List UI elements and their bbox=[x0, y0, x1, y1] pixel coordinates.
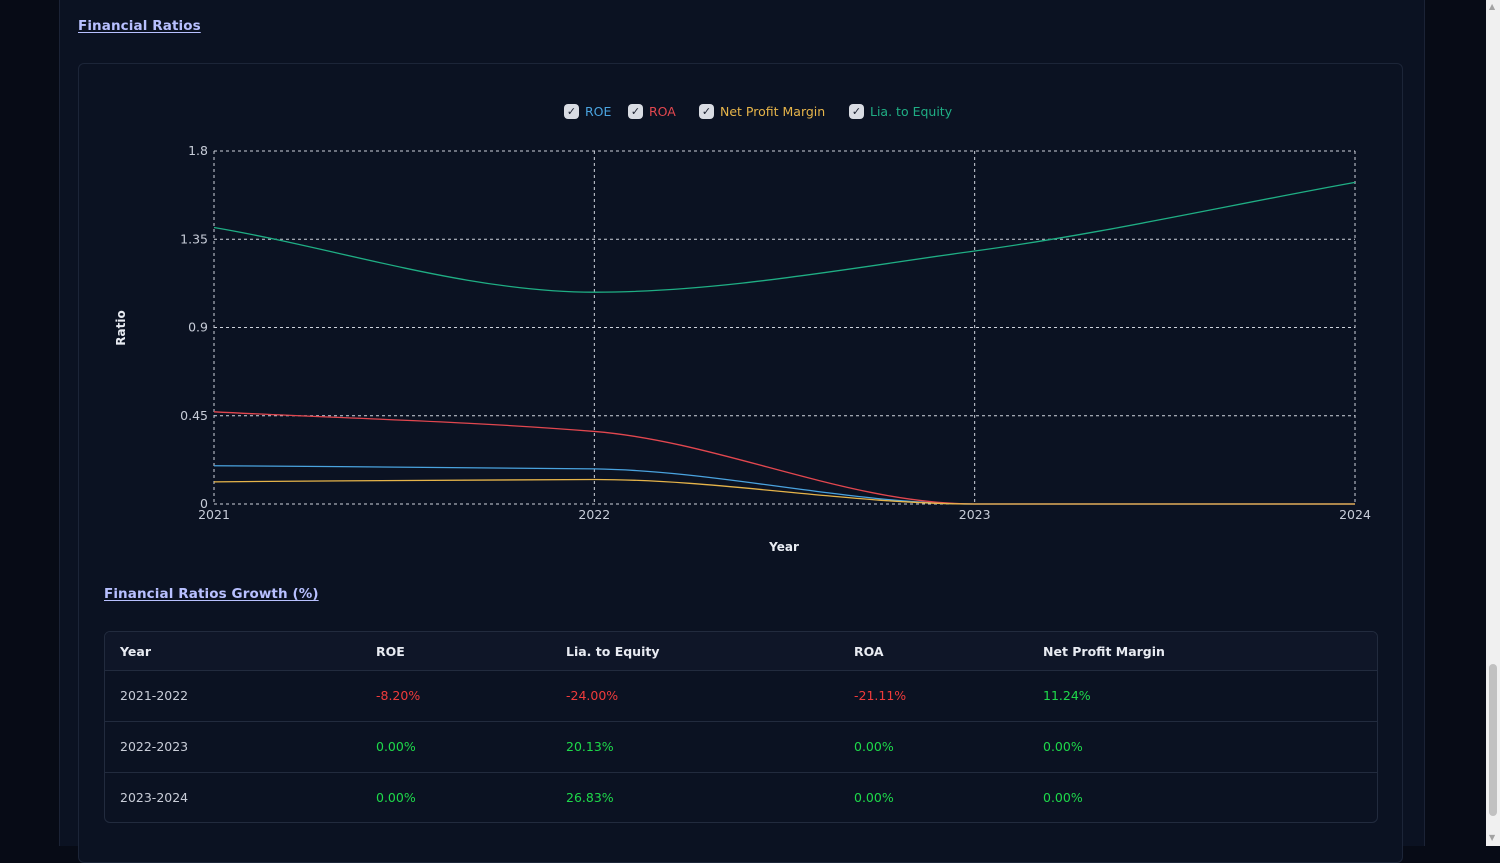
page-scrollbar[interactable]: ▲ ▼ bbox=[1486, 0, 1500, 846]
x-tick-label: 2021 bbox=[198, 507, 230, 522]
cell-lia-to-equity: 20.13% bbox=[566, 739, 614, 754]
y-tick-label: 0.45 bbox=[180, 408, 208, 423]
cell-lia-to-equity: 26.83% bbox=[566, 790, 614, 805]
checkbox-checked-icon[interactable]: ✓ bbox=[628, 104, 643, 119]
legend-label-lia-to-equity: Lia. to Equity bbox=[870, 104, 953, 119]
y-tick-label: 0 bbox=[200, 496, 208, 511]
cell-roa: -21.11% bbox=[854, 688, 907, 703]
header-roe: ROE bbox=[376, 644, 405, 659]
legend-item-net-profit-margin[interactable]: ✓ Net Profit Margin bbox=[699, 104, 825, 119]
cell-year: 2022-2023 bbox=[120, 739, 189, 754]
checkbox-checked-icon[interactable]: ✓ bbox=[849, 104, 864, 119]
table-header: Year ROE Lia. to Equity ROA Net Profit M… bbox=[105, 632, 1377, 671]
y-tick-label: 1.8 bbox=[188, 143, 208, 158]
series-line-lia-to-equity bbox=[213, 181, 1356, 293]
table-row: 2022-2023 0.00% 20.13% 0.00% 0.00% bbox=[105, 722, 1377, 773]
cell-roa: 0.00% bbox=[854, 739, 894, 754]
legend-item-roe[interactable]: ✓ ROE bbox=[564, 104, 611, 119]
chart-legend: ✓ ROE ✓ ROA ✓ Net Profit Margin ✓ Lia. t… bbox=[0, 104, 1500, 124]
legend-label-roa: ROA bbox=[649, 104, 676, 119]
cell-year: 2023-2024 bbox=[120, 790, 189, 805]
header-year: Year bbox=[120, 644, 151, 659]
chart-ticks: 0 0.45 0.9 1.35 1.8 2021 2022 2023 2024 bbox=[180, 143, 1371, 522]
scroll-down-icon[interactable]: ▼ bbox=[1489, 833, 1496, 842]
x-tick-label: 2022 bbox=[578, 507, 610, 522]
scrollbar-thumb[interactable] bbox=[1489, 664, 1497, 816]
y-tick-label: 0.9 bbox=[188, 320, 208, 335]
header-net-profit-margin: Net Profit Margin bbox=[1043, 644, 1165, 659]
chart-series bbox=[213, 181, 1356, 505]
series-line-roa bbox=[213, 411, 1355, 505]
cell-net-profit-margin: 0.00% bbox=[1043, 790, 1083, 805]
checkbox-checked-icon[interactable]: ✓ bbox=[699, 104, 714, 119]
header-roa: ROA bbox=[854, 644, 884, 659]
series-line-net-profit-margin bbox=[213, 478, 1355, 505]
financial-ratios-growth-title[interactable]: Financial Ratios Growth (%) bbox=[104, 586, 319, 602]
x-tick-label: 2023 bbox=[959, 507, 991, 522]
cell-year: 2021-2022 bbox=[120, 688, 189, 703]
chart-grid bbox=[213, 150, 1356, 505]
cell-net-profit-margin: 0.00% bbox=[1043, 739, 1083, 754]
cell-roe: 0.00% bbox=[376, 790, 416, 805]
table-row: 2021-2022 -8.20% -24.00% -21.11% 11.24% bbox=[105, 671, 1377, 722]
header-lia-to-equity: Lia. to Equity bbox=[566, 644, 660, 659]
financial-ratios-chart: 0 0.45 0.9 1.35 1.8 2021 2022 2023 2024 Ratio Ye… bbox=[114, 143, 1371, 554]
cell-roe: -8.20% bbox=[376, 688, 421, 703]
x-axis-label: Year bbox=[768, 540, 799, 554]
y-tick-label: 1.35 bbox=[180, 231, 208, 246]
legend-label-net-profit-margin: Net Profit Margin bbox=[720, 104, 826, 119]
x-tick-label: 2024 bbox=[1339, 507, 1371, 522]
cell-roe: 0.00% bbox=[376, 739, 416, 754]
y-axis-label: Ratio bbox=[114, 310, 128, 345]
cell-lia-to-equity: -24.00% bbox=[566, 688, 619, 703]
cell-roa: 0.00% bbox=[854, 790, 894, 805]
cell-net-profit-margin: 11.24% bbox=[1043, 688, 1091, 703]
growth-table: Year ROE Lia. to Equity ROA Net Profit M… bbox=[104, 631, 1378, 823]
checkbox-checked-icon[interactable]: ✓ bbox=[564, 104, 579, 119]
legend-item-roa[interactable]: ✓ ROA bbox=[628, 104, 676, 119]
financial-ratios-title[interactable]: Financial Ratios bbox=[78, 18, 201, 34]
legend-item-lia-to-equity[interactable]: ✓ Lia. to Equity bbox=[849, 104, 952, 119]
legend-label-roe: ROE bbox=[585, 104, 612, 119]
table-row: 2023-2024 0.00% 26.83% 0.00% 0.00% bbox=[105, 773, 1377, 822]
scroll-up-icon[interactable]: ▲ bbox=[1489, 2, 1496, 11]
